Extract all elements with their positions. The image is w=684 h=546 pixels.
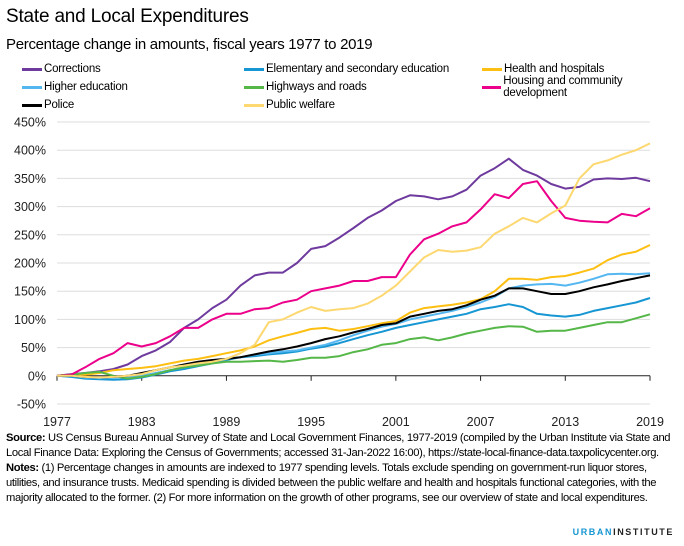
series-lines [56,142,651,381]
legend-item-corrections: Corrections [22,61,101,77]
y-tick-label: 0% [28,369,46,383]
x-tick-label: 2001 [382,415,410,429]
legend-label: Elementary and secondary education [266,63,450,75]
legend-swatch [482,67,502,71]
line-chart: -50% 0% 50% 100% 150% 200% 250% 300% 350% 400% 450… [14,116,664,430]
series-line-health-and-hospitals [56,244,651,377]
legend-swatch [22,103,42,107]
legend-label: Housing and community development [503,75,623,99]
y-tick-label: -50% [17,398,46,412]
legend-swatch [244,103,264,107]
series-line-corrections [56,157,651,377]
x-tick-label: 1983 [128,415,156,429]
notes: Notes: (1) Percentage changes in amounts… [6,461,678,506]
legend-swatch [22,85,42,89]
series-line-higher-education [57,272,651,380]
logo-urban: URBAN [572,527,614,537]
series-line-highways-and-roads [56,313,651,380]
legend: Corrections Elementary and secondary educ… [22,61,682,117]
legend-item-highways-and-roads: Highways and roads [244,79,367,95]
legend-label: Police [44,99,75,111]
legend-label: Health and hospitals [504,63,605,75]
legend-label: Public welfare [266,99,335,111]
x-tick-label: 2019 [636,415,664,429]
footer-notes: Source: US Census Bureau Annual Survey o… [6,431,678,506]
y-tick-label: 150% [14,285,46,299]
legend-label: Higher education [44,81,128,93]
legend-item-police: Police [22,97,74,113]
chart-subtitle: Percentage change in amounts, fiscal yea… [6,36,373,53]
legend-label: Highways and roads [266,81,367,93]
logo-institute: INSTITUTE [613,527,674,537]
y-axis: -50% 0% 50% 100% 150% 200% 250% 300% 350% 400% 450… [14,116,46,412]
gridlines [57,121,650,405]
legend-swatch [244,67,264,71]
y-tick-label: 50% [21,341,46,355]
y-tick-label: 300% [14,200,46,214]
legend-item-elementary-and-secondary-education: Elementary and secondary education [244,61,449,77]
y-tick-label: 400% [14,144,46,158]
series-line-public-welfare [57,142,651,379]
legend-swatch [482,85,502,89]
source-text: US Census Bureau Annual Survey of State … [6,432,671,459]
legend-item-higher-education: Higher education [22,79,128,95]
y-tick-label: 450% [14,116,46,130]
x-tick-label: 2013 [551,415,579,429]
notes-text: (1) Percentage changes in amounts are in… [6,462,657,504]
y-tick-label: 350% [14,172,46,186]
x-tick-label: 1977 [43,415,71,429]
source-note: Source: US Census Bureau Annual Survey o… [6,431,678,461]
legend-swatch [22,67,42,71]
urban-institute-logo: URBANINSTITUTE [573,527,674,537]
source-label: Source: [6,432,46,444]
legend-item-health-and-hospitals: Health and hospitals [482,61,604,77]
chart-title: State and Local Expenditures [6,6,249,27]
y-tick-label: 100% [14,313,46,327]
notes-label: Notes: [6,462,39,474]
legend-swatch [244,85,264,89]
x-axis: 1977 1983 1989 1995 2001 2007 2013 2019 [43,375,664,429]
legend-item-housing-and-community-development: Housing and community development [482,75,682,99]
legend-item-public-welfare: Public welfare [244,97,335,113]
legend-label: Corrections [44,63,101,75]
series-line-housing-and-community-development [56,180,651,377]
x-tick-label: 1995 [297,415,325,429]
x-tick-label: 1989 [213,415,241,429]
x-tick-label: 2007 [467,415,495,429]
y-tick-label: 200% [14,257,46,271]
y-tick-label: 250% [14,228,46,242]
